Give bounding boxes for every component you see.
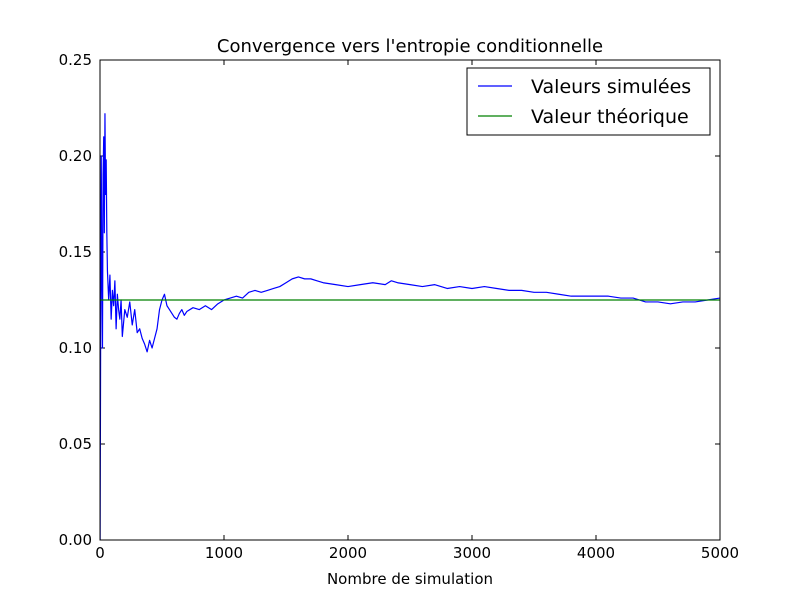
chart-title: Convergence vers l'entropie conditionnel… — [217, 36, 603, 57]
x-tick-label: 0 — [95, 544, 105, 562]
legend: Valeurs simulées Valeur théorique — [466, 67, 711, 136]
x-tick-label: 3000 — [453, 544, 491, 562]
series-layer — [100, 113, 720, 540]
y-tick-label: 0.05 — [59, 435, 92, 453]
y-tick-label: 0.15 — [59, 243, 92, 261]
y-tick-label: 0.10 — [59, 339, 92, 357]
y-tick-label: 0.25 — [59, 51, 92, 69]
legend-label-simulated: Valeurs simulées — [531, 76, 691, 98]
series-line-simulated — [100, 113, 720, 540]
x-tick-label: 4000 — [577, 544, 615, 562]
y-axis-ticks: 0.00 0.05 0.10 0.15 0.20 0.25 — [59, 51, 720, 549]
x-axis-label: Nombre de simulation — [327, 570, 493, 588]
x-tick-label: 2000 — [329, 544, 367, 562]
x-tick-label: 5000 — [701, 544, 739, 562]
y-tick-label: 0.20 — [59, 147, 92, 165]
x-axis-ticks: 0 1000 2000 3000 4000 5000 — [95, 60, 739, 562]
x-tick-label: 1000 — [205, 544, 243, 562]
legend-box — [466, 67, 711, 136]
plot-frame — [99, 59, 721, 541]
legend-label-theoretical: Valeur théorique — [531, 106, 689, 128]
y-tick-label: 0.00 — [59, 531, 92, 549]
